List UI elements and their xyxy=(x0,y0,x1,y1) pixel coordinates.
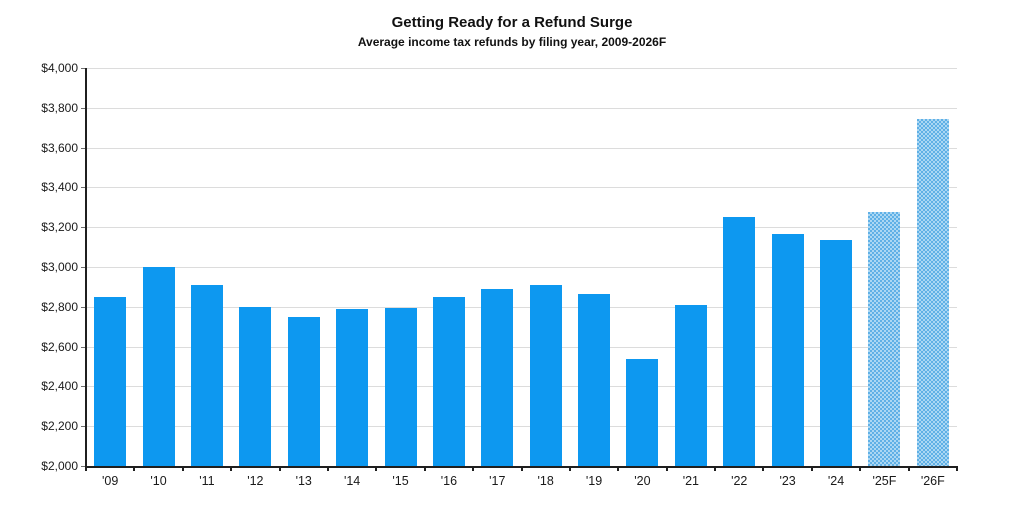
bar-19 xyxy=(578,293,611,466)
x-axis-tick xyxy=(762,466,765,471)
bar-09 xyxy=(94,296,127,466)
chart-subtitle: Average income tax refunds by filing yea… xyxy=(357,35,667,49)
x-tick-label-26F: '26F xyxy=(920,474,945,488)
x-axis-tick xyxy=(423,466,426,471)
x-tick-label-20: '20 xyxy=(634,474,651,488)
y-axis-tick xyxy=(81,306,86,308)
y-tick-label: $4,000 xyxy=(41,61,78,75)
x-tick-label-17: '17 xyxy=(489,474,506,488)
y-axis-tick xyxy=(81,187,86,189)
x-tick-label-21: '21 xyxy=(682,474,699,488)
x-axis-tick xyxy=(230,466,233,471)
x-axis-tick xyxy=(714,466,717,471)
gridline xyxy=(86,147,957,149)
chart-title: Getting Ready for a Refund Surge xyxy=(391,14,633,31)
y-axis-tick xyxy=(81,68,86,69)
y-axis-tick xyxy=(81,147,86,149)
x-axis-tick xyxy=(956,466,958,471)
y-axis-tick xyxy=(81,346,86,348)
x-axis-tick xyxy=(617,466,620,471)
bar-17 xyxy=(481,288,514,466)
x-tick-label-15: '15 xyxy=(392,474,409,488)
bar-21 xyxy=(674,304,707,466)
gridline xyxy=(86,426,957,428)
y-axis-tick xyxy=(81,426,86,428)
x-axis-tick xyxy=(472,466,475,471)
x-axis-tick xyxy=(375,466,378,471)
y-tick-label: $3,000 xyxy=(41,260,78,274)
gridline xyxy=(86,107,957,109)
x-axis-tick xyxy=(810,466,813,471)
y-axis-tick xyxy=(81,267,86,268)
bar-20 xyxy=(626,358,659,466)
x-axis-tick xyxy=(568,466,571,471)
y-tick-label: $2,400 xyxy=(41,379,78,394)
gridline xyxy=(86,306,957,308)
y-tick-label: $3,800 xyxy=(41,100,78,115)
bar-24 xyxy=(820,240,853,466)
y-axis-tick xyxy=(81,386,86,388)
gridline xyxy=(86,227,957,229)
bar-13 xyxy=(287,316,320,466)
y-tick-label: $3,400 xyxy=(41,180,78,195)
bar-10 xyxy=(142,267,175,466)
gridline xyxy=(86,386,957,388)
x-tick-label-14: '14 xyxy=(343,474,361,488)
gridline xyxy=(86,68,957,69)
x-tick-label-10: '10 xyxy=(150,474,167,488)
bar-18 xyxy=(529,284,562,466)
x-tick-label-16: '16 xyxy=(440,474,458,488)
x-tick-label-11: '11 xyxy=(199,474,215,488)
x-tick-label-24: '24 xyxy=(827,474,845,488)
x-axis-tick xyxy=(859,466,862,471)
bar-12 xyxy=(239,306,272,466)
gridline xyxy=(86,267,957,268)
x-tick-label-09: '09 xyxy=(102,474,119,488)
bar-16 xyxy=(432,296,465,466)
y-axis-tick xyxy=(81,107,86,109)
y-tick-label: $3,600 xyxy=(41,140,78,155)
x-axis-tick xyxy=(326,466,329,471)
bar-25F xyxy=(868,212,901,466)
x-tick-label-12: '12 xyxy=(247,474,264,488)
x-axis-tick xyxy=(181,466,184,471)
y-tick-label: $2,000 xyxy=(41,459,78,473)
x-tick-label-25F: '25F xyxy=(872,474,897,488)
bar-11 xyxy=(190,284,223,466)
bar-26F xyxy=(916,118,949,466)
y-axis-tick xyxy=(81,227,86,229)
x-tick-label-19: '19 xyxy=(585,474,603,488)
gridline xyxy=(86,187,957,189)
y-tick-label: $2,200 xyxy=(41,419,78,434)
bar-22 xyxy=(723,217,756,466)
x-axis-tick xyxy=(520,466,523,471)
y-tick-label: $3,200 xyxy=(41,220,78,235)
x-tick-label-23: '23 xyxy=(779,474,796,488)
x-axis-tick xyxy=(278,466,281,471)
x-axis-tick xyxy=(907,466,910,471)
y-tick-label: $2,800 xyxy=(41,299,78,314)
x-tick-label-18: '18 xyxy=(537,474,554,488)
x-axis-tick xyxy=(665,466,668,471)
x-tick-label-13: '13 xyxy=(295,474,312,488)
bar-23 xyxy=(771,234,804,466)
y-axis-tick xyxy=(81,466,86,467)
bar-15 xyxy=(384,307,417,466)
y-tick-label: $2,600 xyxy=(41,339,78,354)
x-axis-tick xyxy=(133,466,136,471)
y-axis-line xyxy=(85,68,87,468)
bar-14 xyxy=(336,308,369,466)
gridline xyxy=(86,346,957,348)
x-axis-line xyxy=(85,466,958,468)
x-axis-tick xyxy=(85,466,87,471)
x-tick-label-22: '22 xyxy=(731,474,748,488)
